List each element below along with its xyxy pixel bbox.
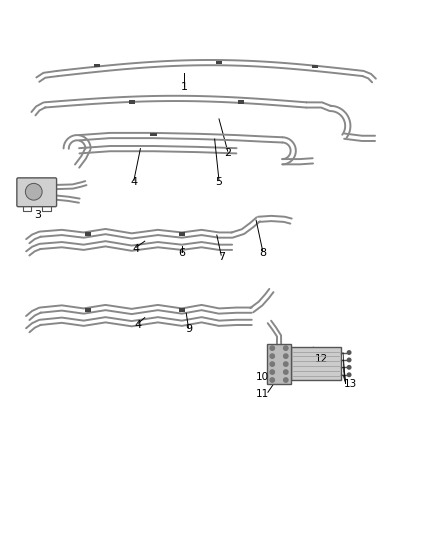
FancyBboxPatch shape bbox=[150, 133, 156, 136]
FancyBboxPatch shape bbox=[85, 309, 91, 312]
Bar bbox=[267, 344, 291, 384]
FancyBboxPatch shape bbox=[179, 309, 185, 312]
FancyBboxPatch shape bbox=[179, 232, 185, 236]
Circle shape bbox=[284, 354, 288, 358]
FancyBboxPatch shape bbox=[85, 232, 91, 236]
Text: 4: 4 bbox=[130, 177, 138, 187]
Circle shape bbox=[284, 362, 288, 366]
Text: 13: 13 bbox=[343, 378, 357, 389]
Circle shape bbox=[270, 346, 275, 350]
Circle shape bbox=[284, 378, 288, 382]
Text: 4: 4 bbox=[134, 320, 142, 330]
Text: 9: 9 bbox=[185, 325, 192, 334]
Text: 7: 7 bbox=[218, 252, 225, 262]
Bar bbox=[291, 348, 341, 380]
Circle shape bbox=[270, 370, 275, 374]
Text: 4: 4 bbox=[132, 244, 140, 254]
Text: 6: 6 bbox=[178, 248, 185, 259]
Text: 10: 10 bbox=[256, 372, 269, 382]
FancyBboxPatch shape bbox=[312, 65, 318, 68]
Text: 12: 12 bbox=[315, 354, 328, 364]
Circle shape bbox=[25, 183, 42, 200]
Circle shape bbox=[284, 346, 288, 350]
FancyBboxPatch shape bbox=[216, 61, 222, 64]
Text: 1: 1 bbox=[180, 83, 187, 93]
Circle shape bbox=[347, 358, 351, 362]
Circle shape bbox=[270, 354, 275, 358]
Circle shape bbox=[347, 366, 351, 369]
FancyBboxPatch shape bbox=[94, 64, 100, 67]
Text: 5: 5 bbox=[215, 177, 223, 187]
FancyBboxPatch shape bbox=[238, 100, 244, 103]
FancyBboxPatch shape bbox=[17, 178, 57, 207]
Circle shape bbox=[284, 370, 288, 374]
Circle shape bbox=[347, 373, 351, 376]
Circle shape bbox=[347, 351, 351, 354]
Text: 3: 3 bbox=[34, 210, 41, 220]
Circle shape bbox=[270, 378, 275, 382]
Text: 8: 8 bbox=[259, 247, 266, 257]
Circle shape bbox=[270, 362, 275, 366]
FancyBboxPatch shape bbox=[129, 100, 135, 103]
Text: 11: 11 bbox=[256, 389, 269, 399]
Text: 2: 2 bbox=[224, 148, 231, 158]
